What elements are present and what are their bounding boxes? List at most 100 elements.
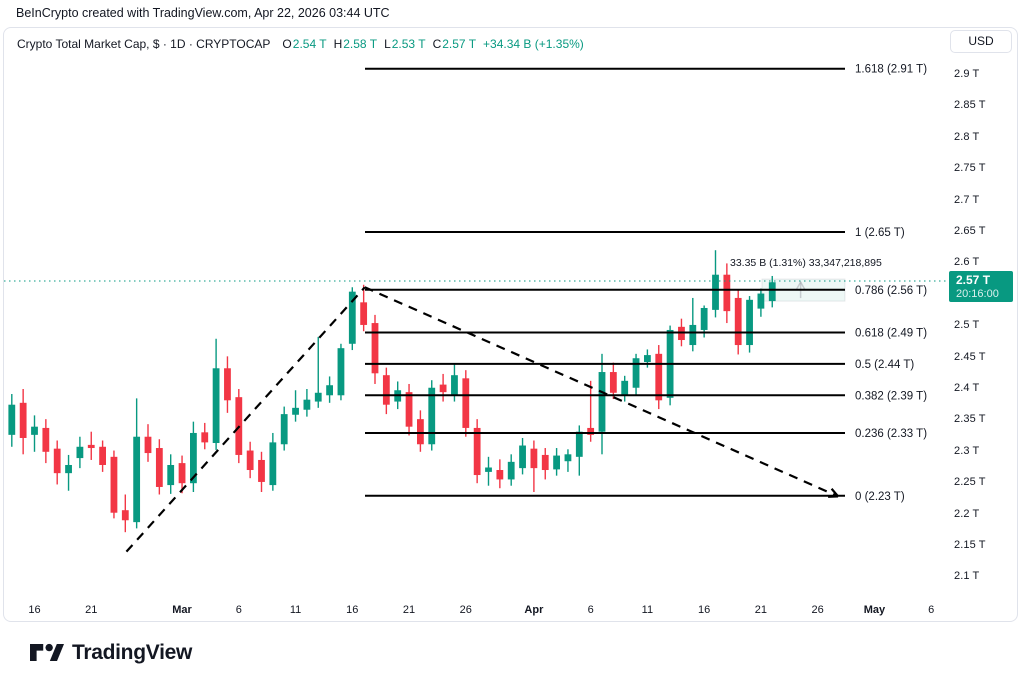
volume-annotation: 33.35 B (1.31%) 33,347,218,895 [730,257,882,269]
candle-body [337,348,345,396]
candle-body [734,297,742,346]
time-tick-label: 21 [85,604,98,616]
ohlc-value: 2.58 T [343,37,378,51]
candle-body [530,448,538,469]
candle-body [541,454,549,471]
currency-toggle-button[interactable]: USD [950,30,1012,53]
change-value: +34.34 B (+1.35%) [483,37,584,51]
time-tick-label: May [863,604,886,616]
symbol-title[interactable]: Crypto Total Market Cap, $ · 1D · CRYPTO… [17,37,271,51]
fib-level-label: 0.236 (2.33 T) [855,428,927,440]
candle-body [371,323,379,374]
bar-countdown: 20:16:00 [956,288,999,301]
price-tick-label: 2.1 T [954,570,980,583]
candle-body [587,427,595,435]
time-tick-label: 21 [402,604,416,616]
fib-level-label: 0.618 (2.49 T) [855,327,927,339]
candle-body [42,427,50,452]
candle-body [8,404,16,435]
candle-body [632,358,640,388]
candle-body [76,446,84,459]
price-tick-label: 2.15 T [954,539,986,551]
candle-body [598,372,606,432]
tradingview-logo-text: TradingView [72,640,193,664]
candle-body [519,445,526,469]
fib-level-label: 0.382 (2.39 T) [855,390,927,402]
candle-body [110,456,118,513]
time-tick-label: 26 [459,604,472,616]
candle-body [428,387,436,445]
trendline[interactable] [364,286,839,498]
tradingview-logo[interactable]: TradingView [30,639,192,666]
time-tick-label: 26 [811,604,824,616]
candle-body [451,375,458,396]
up-arrow-head-icon [795,280,806,290]
candle-body [768,282,776,302]
fib-level-label: 0 (2.23 T) [855,491,905,503]
time-axis[interactable]: 16 21 Mar 6 11 16 21 26 Apr 6 11 16 21 26 May 6 [0,604,950,622]
ohlc-value: 2.54 T [292,37,327,51]
candle-body [269,442,277,486]
candle-body [314,392,322,402]
price-tick-label: 2.5 T [954,319,980,332]
ohlc-values: O2.54 T H2.58 T L2.53 T C2.57 T [275,37,476,51]
candle-body [65,464,72,474]
price-axis[interactable]: 2.9 T 2.85 T 2.8 T 2.75 T 2.7 T 2.65 T 2.6 T 2.… [954,0,1022,679]
candle-body [689,324,697,346]
time-tick-label: Mar [172,604,192,616]
candle-body [31,426,38,435]
trendline-arrowhead [828,488,839,498]
price-tick-label: 2.8 T [954,130,980,143]
candle-body [405,392,413,427]
current-price-value: 2.57 T [956,273,991,288]
candle-body [121,510,129,521]
candle-body [473,427,481,476]
price-tick-label: 2.85 T [954,99,986,112]
candle-body [144,436,152,454]
current-price-label: 2.57 T 20:16:00 [949,270,1013,302]
price-tick-label: 2.3 T [954,444,980,457]
fib-level-label: 1.618 (2.91 T) [855,64,927,76]
price-tick-label: 2.65 T [954,225,986,237]
candle-body [644,355,651,362]
candle-body [87,444,95,449]
price-tick-label: 2.7 T [954,193,980,206]
fib-level-label: 1 (2.65 T) [855,227,905,239]
candle-body [258,459,265,482]
time-tick-label: 21 [754,604,768,616]
trendline[interactable] [125,286,366,553]
price-tick-label: 2.25 T [954,476,986,489]
candle-body [700,307,708,330]
price-tick-label: 2.45 T [954,350,986,363]
time-tick-label: 16 [28,604,41,616]
candle-body [19,402,27,438]
candle-body [609,372,617,393]
candle-body [326,385,333,396]
candle-body [224,368,231,401]
ohlc-key: L [384,37,391,51]
price-tick-label: 2.4 T [954,382,980,394]
time-tick-label: Apr [524,604,544,616]
candle-body [507,461,515,480]
candle-body [190,432,197,484]
ohlc-value: 2.53 T [391,37,426,51]
price-tick-label: 2.2 T [954,507,980,520]
price-tick-label: 2.9 T [954,68,980,80]
candle-body [496,470,504,480]
price-tick-label: 2.75 T [954,162,986,175]
tradingview-icon [30,643,64,661]
candle-body [462,378,470,428]
candle-body [212,368,220,444]
candle-body [201,432,209,443]
time-tick-label: 6 [928,604,935,616]
ohlc-key: C [432,37,442,51]
candle-body [712,274,719,310]
candle-body [746,299,753,346]
candle-body [757,293,765,309]
candle-body [178,463,186,484]
time-tick-label: 6 [587,604,594,616]
candle-body [246,450,254,471]
candle-body [167,464,175,486]
time-tick-label: 11 [289,604,302,616]
